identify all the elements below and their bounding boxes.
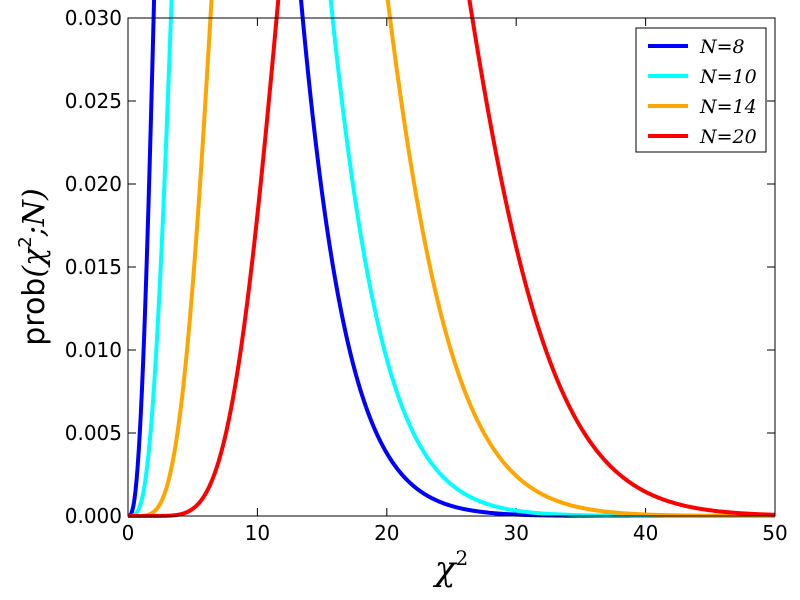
- y-tick-label: 0.005: [65, 421, 122, 445]
- x-axis-label: χ2: [433, 546, 468, 589]
- y-tick-label: 0.010: [65, 338, 122, 362]
- y-tick-label: 0.015: [65, 255, 122, 279]
- y-tick-label: 0.025: [65, 89, 122, 113]
- tick-label-layer: 0 10 20 30 40 50 0.000 0.005 0.010 0.015 0.020 0.02…: [65, 6, 788, 545]
- x-tick-label: 10: [245, 521, 270, 545]
- x-tick-label: 0: [122, 521, 135, 545]
- x-tick-label: 50: [762, 521, 787, 545]
- x-tick-label: 40: [633, 521, 658, 545]
- plot-frame: [127, 17, 776, 517]
- y-tick-label: 0.000: [65, 504, 122, 528]
- y-tick-label: 0.030: [65, 6, 122, 30]
- series-line-N14: [127, 0, 776, 518]
- legend-label: N=8: [699, 36, 745, 58]
- legend-label: N=14: [699, 96, 757, 118]
- x-tick-label: 20: [374, 521, 399, 545]
- y-axis-label: prob(χ2;N): [15, 188, 52, 346]
- legend-box: [635, 27, 767, 153]
- x-tick-label: 30: [503, 521, 528, 545]
- legend: N=8 N=10 N=14 N=20: [635, 27, 767, 153]
- legend-label: N=20: [699, 126, 757, 148]
- series-line-N20: [127, 0, 776, 518]
- y-tick-label: 0.020: [65, 172, 122, 196]
- legend-label: N=10: [699, 66, 757, 88]
